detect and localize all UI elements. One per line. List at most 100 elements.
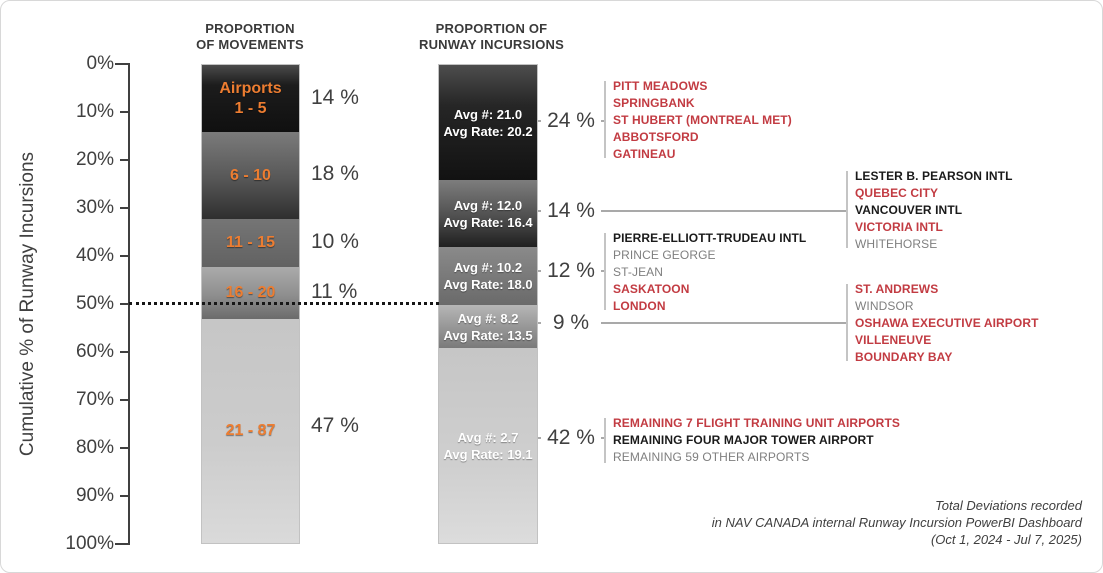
incursions-bar: Avg #: 21.0 Avg Rate: 20.2 Avg #: 12.0 A…: [438, 64, 538, 544]
y-axis-tick-mark: [120, 159, 128, 161]
airport-label: LESTER B. PEARSON INTL: [855, 169, 1013, 183]
incursions-pct-6-10: 14 %: [541, 198, 601, 224]
movements-segment-airports-1-5: Airports 1 - 5: [202, 65, 299, 132]
segment-label: Airports 1 - 5: [219, 79, 282, 117]
bracket-group-4: [846, 284, 848, 361]
y-axis-tick-label: 10%: [75, 101, 114, 122]
airport-label: VILLENEUVE: [855, 333, 932, 347]
incursions-segment-21-87: Avg #: 2.7 Avg Rate: 19.1: [439, 348, 537, 543]
movements-header-line2: OF MOVEMENTS: [196, 37, 304, 52]
airport-label: SPRINGBANK: [613, 96, 695, 110]
y-axis-tick-mark: [120, 495, 128, 497]
airport-label: WHITEHORSE: [855, 237, 938, 251]
incursions-header: PROPORTION OF RUNWAY INCURSIONS: [399, 21, 584, 53]
airport-label: ST-JEAN: [613, 265, 664, 279]
y-axis-tick-label: 20%: [75, 149, 114, 170]
incursions-segment-11-15: Avg #: 10.2 Avg Rate: 18.0: [439, 247, 537, 305]
airport-label: QUEBEC CITY: [855, 186, 939, 200]
incursions-pct-16-20: 9 %: [541, 310, 601, 336]
connector-14pct: [538, 210, 846, 212]
y-axis-tick-label: 100%: [65, 533, 114, 554]
airport-label: BOUNDARY BAY: [855, 350, 953, 364]
reference-line-50pct: [129, 302, 439, 305]
airport-label: REMAINING 7 FLIGHT TRAINING UNIT AIRPORT…: [613, 416, 900, 430]
y-axis-tick-mark: [120, 351, 128, 353]
movements-pct-11-15: 10 %: [311, 230, 359, 253]
airport-label: ABBOTSFORD: [613, 130, 699, 144]
airport-label: PIERRE-ELLIOTT-TRUDEAU INTL: [613, 231, 807, 245]
y-axis-top-cap: [115, 63, 128, 65]
y-axis-tick-mark: [120, 303, 128, 305]
airport-label: REMAINING FOUR MAJOR TOWER AIRPORT: [613, 433, 874, 447]
bracket-group-3: [604, 233, 606, 310]
y-axis-tick-label: 50%: [75, 293, 114, 314]
footnote-line3: (Oct 1, 2024 - Jul 7, 2025): [930, 532, 1082, 547]
y-axis-tick-label: 30%: [75, 197, 114, 218]
y-axis-bottom-cap: [115, 543, 128, 545]
y-axis-tick-mark: [120, 255, 128, 257]
incursions-header-line1: PROPORTION OF: [435, 21, 548, 36]
bracket-group-5: [604, 418, 606, 463]
segment-label: 21 - 87: [225, 422, 276, 439]
airport-group-11-15: PIERRE-ELLIOTT-TRUDEAU INTL PRINCE GEORG…: [613, 230, 923, 315]
airport-label: ST. ANDREWS: [855, 282, 939, 296]
segment-stats: Avg #: 2.7 Avg Rate: 19.1: [443, 429, 533, 462]
incursions-pct-1-5: 24 %: [541, 108, 601, 134]
segment-stats: Avg #: 8.2 Avg Rate: 13.5: [443, 310, 533, 343]
source-footnote: Total Deviations recorded in NAV CANADA …: [712, 497, 1082, 548]
airport-group-6-10: LESTER B. PEARSON INTL QUEBEC CITY VANCO…: [855, 168, 1099, 253]
incursions-header-line2: RUNWAY INCURSIONS: [419, 37, 564, 52]
movements-segment-6-10: 6 - 10: [202, 132, 299, 219]
segment-stats: Avg #: 10.2 Avg Rate: 18.0: [443, 260, 533, 292]
y-axis-title: Cumulative % of Runway Incursions: [17, 151, 38, 457]
movements-segment-11-15: 11 - 15: [202, 219, 299, 267]
incursions-pct-11-15: 12 %: [541, 258, 601, 284]
segment-stats: Avg #: 12.0 Avg Rate: 16.4: [443, 197, 533, 230]
airport-group-1-5: PITT MEADOWS SPRINGBANK ST HUBERT (MONTR…: [613, 78, 923, 163]
bracket-group-1: [604, 81, 606, 158]
airport-label: VANCOUVER INTL: [855, 203, 963, 217]
airport-label: GATINEAU: [613, 147, 676, 161]
footnote-line2: in NAV CANADA internal Runway Incursion …: [711, 515, 1082, 530]
movements-bar: Airports 1 - 5 6 - 10 11 - 15 16 - 20 21…: [201, 64, 300, 544]
airport-group-16-20: ST. ANDREWS WINDSOR OSHAWA EXECUTIVE AIR…: [855, 281, 1099, 366]
y-axis-tick-mark: [120, 111, 128, 113]
movements-pct-1-5: 14 %: [311, 86, 359, 109]
airport-group-21-87: REMAINING 7 FLIGHT TRAINING UNIT AIRPORT…: [613, 415, 923, 466]
connector-9pct: [538, 322, 846, 324]
airport-label: LONDON: [613, 299, 666, 313]
movements-pct-16-20: 11 %: [311, 280, 358, 303]
airport-label: ST HUBERT (MONTREAL MET): [613, 113, 792, 127]
airport-label: OSHAWA EXECUTIVE AIRPORT: [855, 316, 1039, 330]
airport-label: REMAINING 59 OTHER AIRPORTS: [613, 450, 810, 464]
y-axis-tick-label: 0%: [86, 53, 114, 74]
incursions-segment-6-10: Avg #: 12.0 Avg Rate: 16.4: [439, 180, 537, 247]
y-axis-tick-mark: [120, 207, 128, 209]
y-axis-tick-label: 40%: [75, 245, 114, 266]
airport-label: WINDSOR: [855, 299, 914, 313]
movements-pct-6-10: 18 %: [311, 162, 359, 185]
movements-header: PROPORTION OF MOVEMENTS: [161, 21, 339, 53]
airport-label: SASKATOON: [613, 282, 690, 296]
y-axis-tick-label: 90%: [75, 485, 114, 506]
segment-label: 16 - 20: [225, 284, 276, 301]
segment-label: 11 - 15: [226, 234, 275, 251]
movements-header-line1: PROPORTION: [205, 21, 295, 36]
footnote-line1: Total Deviations recorded: [935, 498, 1082, 513]
airport-label: VICTORIA INTL: [855, 220, 943, 234]
incursions-segment-16-20: Avg #: 8.2 Avg Rate: 13.5: [439, 305, 537, 348]
movements-segment-21-87: 21 - 87: [202, 319, 299, 543]
y-axis-tick-label: 80%: [75, 437, 114, 458]
y-axis-tick-label: 70%: [75, 389, 114, 410]
y-axis-tick-mark: [120, 399, 128, 401]
airport-label: PRINCE GEORGE: [613, 248, 716, 262]
movements-segment-16-20: 16 - 20: [202, 267, 299, 319]
y-axis-tick-label: 60%: [75, 341, 114, 362]
airport-label: PITT MEADOWS: [613, 79, 708, 93]
y-axis-tick-mark: [120, 447, 128, 449]
segment-stats: Avg #: 21.0 Avg Rate: 20.2: [443, 106, 533, 139]
movements-pct-21-87: 47 %: [311, 414, 359, 437]
segment-label: 6 - 10: [230, 166, 271, 184]
bracket-group-2: [846, 171, 848, 248]
